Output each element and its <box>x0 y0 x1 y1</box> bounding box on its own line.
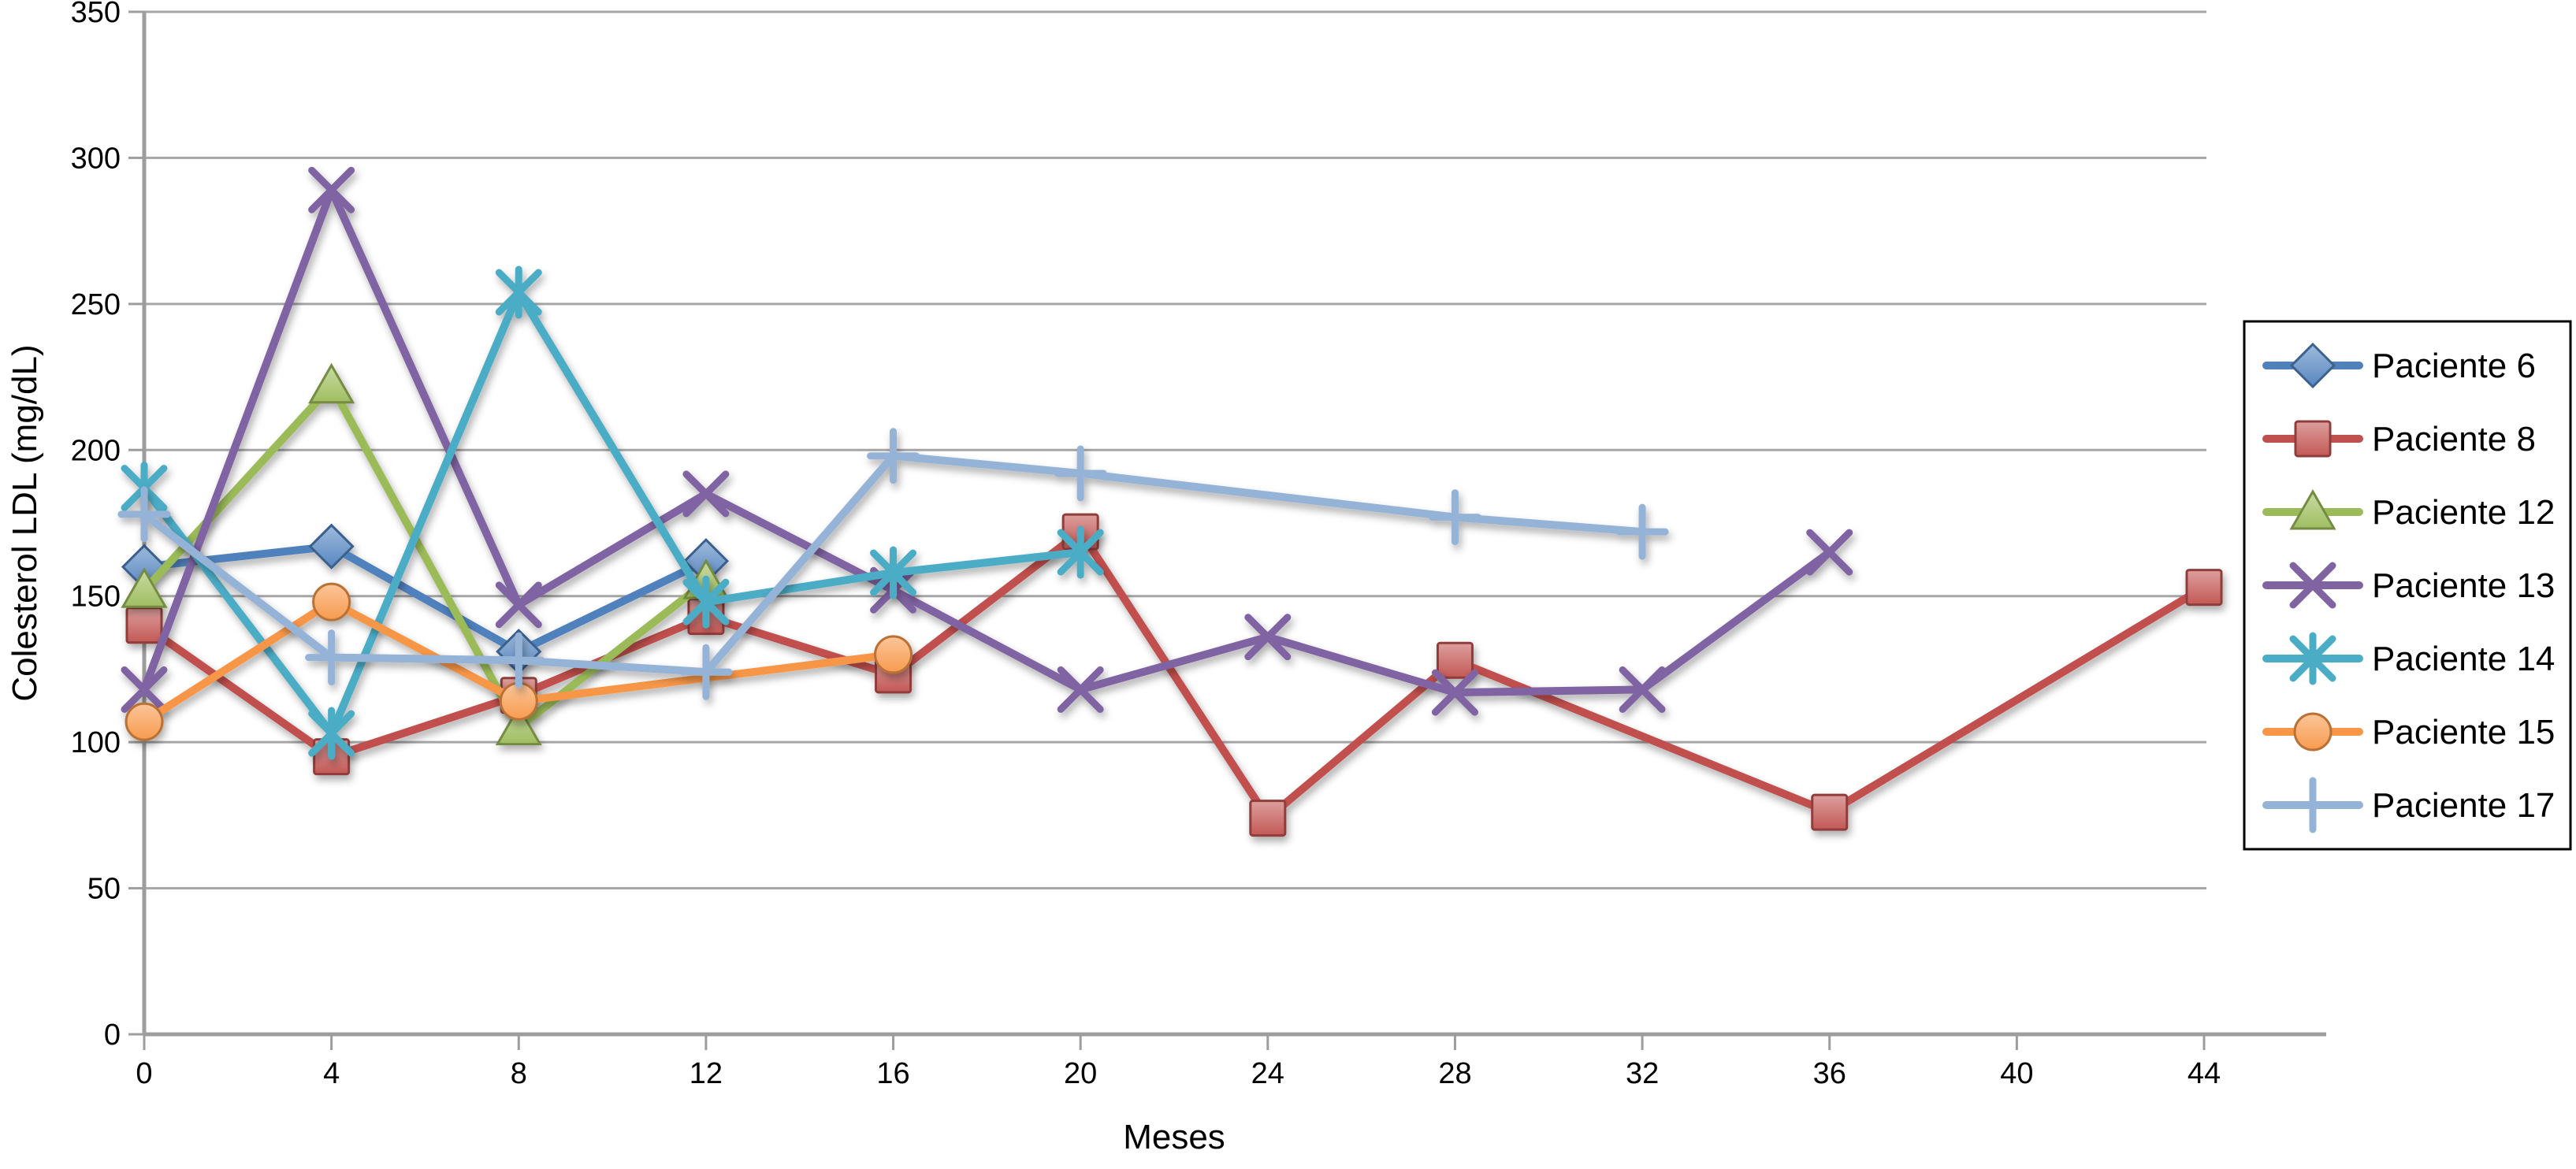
series-layer <box>117 166 2223 837</box>
legend: Paciente 6 Paciente 8 Paciente 12 Paciente … <box>2243 320 2572 851</box>
marker-paciente-17 <box>492 632 545 688</box>
marker-paciente-14 <box>308 707 355 760</box>
series-line-paciente-17 <box>140 451 1647 677</box>
y-axis-title: Colesterol LDL (mg/dL) <box>6 344 44 701</box>
x-tick-label: 0 <box>136 1057 152 1090</box>
legend-item-paciente-14: Paciente 14 <box>2262 632 2555 685</box>
series-line-paciente-6 <box>140 542 710 656</box>
marker-paciente-17 <box>679 644 733 700</box>
x-tick-label: 24 <box>1251 1057 1284 1090</box>
series-paciente-13 <box>121 166 1853 716</box>
marker-legend-paciente-8 <box>2294 420 2332 458</box>
x-tick-label: 28 <box>1438 1057 1471 1090</box>
marker-legend-paciente-6 <box>2289 342 2336 389</box>
series-paciente-8 <box>125 513 2223 837</box>
marker-paciente-8 <box>1436 641 1474 679</box>
legend-item-label: Paciente 6 <box>2372 347 2536 385</box>
x-tick-label: 12 <box>690 1057 723 1090</box>
marker-paciente-8 <box>2185 569 2223 607</box>
y-tick-label: 100 <box>71 726 121 759</box>
legend-item-paciente-13: Paciente 13 <box>2262 562 2555 609</box>
marker-paciente-17 <box>117 486 171 543</box>
marker-paciente-12 <box>495 704 542 746</box>
marker-paciente-17 <box>1428 489 1481 546</box>
marker-paciente-15 <box>125 702 164 741</box>
marker-paciente-6 <box>308 523 355 570</box>
marker-paciente-13 <box>121 666 168 713</box>
marker-paciente-15 <box>874 635 913 674</box>
marker-legend-paciente-17 <box>2286 777 2340 833</box>
gridlines-layer <box>144 10 2206 890</box>
marker-paciente-8 <box>1811 793 1849 831</box>
legend-item-label: Paciente 17 <box>2372 786 2555 825</box>
series-line-paciente-12 <box>140 381 710 732</box>
legend-item-label: Paciente 14 <box>2372 640 2555 678</box>
marker-paciente-8 <box>1249 800 1287 837</box>
axes-layer: 0 50 100 150 200 250 300 350 0 4 8 12 16 20 24 28 32 36 40… <box>71 0 2326 1090</box>
series-line-paciente-8 <box>140 528 2208 822</box>
marker-paciente-14 <box>870 546 917 599</box>
x-tick-label: 44 <box>2188 1057 2221 1090</box>
marker-paciente-13 <box>308 166 355 213</box>
x-tick-label: 4 <box>323 1057 340 1090</box>
x-tick-label: 36 <box>1813 1057 1846 1090</box>
series-line-paciente-14 <box>140 288 1085 738</box>
marker-paciente-13 <box>1431 669 1478 716</box>
marker-paciente-13 <box>1244 614 1292 661</box>
y-tick-label: 300 <box>71 142 121 175</box>
marker-legend-paciente-12 <box>2289 488 2336 530</box>
legend-item-label: Paciente 13 <box>2372 566 2555 605</box>
x-tick-label: 16 <box>876 1057 909 1090</box>
legend-item-paciente-17: Paciente 17 <box>2262 777 2555 833</box>
legend-item-paciente-12: Paciente 12 <box>2262 488 2555 532</box>
marker-paciente-13 <box>682 470 730 518</box>
marker-paciente-15 <box>499 681 538 721</box>
marker-paciente-17 <box>867 428 920 484</box>
y-tick-label: 0 <box>104 1019 121 1052</box>
series-paciente-17 <box>117 428 1669 700</box>
legend-item-paciente-8: Paciente 8 <box>2262 420 2536 458</box>
marker-paciente-13 <box>495 581 542 629</box>
x-tick-label: 8 <box>511 1057 527 1090</box>
x-axis-title: Meses <box>1123 1118 1225 1156</box>
series-paciente-14 <box>121 265 1104 760</box>
marker-legend-paciente-15 <box>2293 712 2333 752</box>
x-tick-label: 40 <box>2000 1057 2033 1090</box>
legend-item-label: Paciente 12 <box>2372 493 2555 532</box>
marker-paciente-15 <box>312 582 351 622</box>
marker-paciente-13 <box>1806 529 1853 576</box>
y-tick-label: 50 <box>87 873 121 906</box>
x-tick-label: 20 <box>1064 1057 1097 1090</box>
marker-paciente-8 <box>125 607 163 644</box>
marker-paciente-14 <box>495 265 542 319</box>
legend-item-label: Paciente 15 <box>2372 713 2555 752</box>
legend-item-paciente-15: Paciente 15 <box>2262 712 2555 752</box>
y-tick-label: 350 <box>71 0 121 29</box>
marker-paciente-14 <box>682 575 730 629</box>
marker-paciente-12 <box>308 362 355 404</box>
marker-legend-paciente-13 <box>2289 562 2336 609</box>
marker-paciente-13 <box>1057 666 1104 713</box>
legend-item-paciente-6: Paciente 6 <box>2262 342 2536 389</box>
x-tick-label: 32 <box>1626 1057 1659 1090</box>
marker-paciente-12 <box>121 567 168 608</box>
marker-paciente-17 <box>305 629 359 686</box>
marker-legend-paciente-14 <box>2289 632 2336 685</box>
y-tick-label: 200 <box>71 434 121 467</box>
marker-paciente-14 <box>1057 525 1104 579</box>
marker-paciente-17 <box>1054 445 1107 502</box>
y-tick-label: 150 <box>71 581 121 614</box>
series-line-paciente-13 <box>140 186 1834 697</box>
y-tick-label: 250 <box>71 288 121 321</box>
marker-paciente-17 <box>1615 503 1669 560</box>
legend-item-label: Paciente 8 <box>2372 420 2536 458</box>
marker-paciente-13 <box>1619 666 1666 713</box>
